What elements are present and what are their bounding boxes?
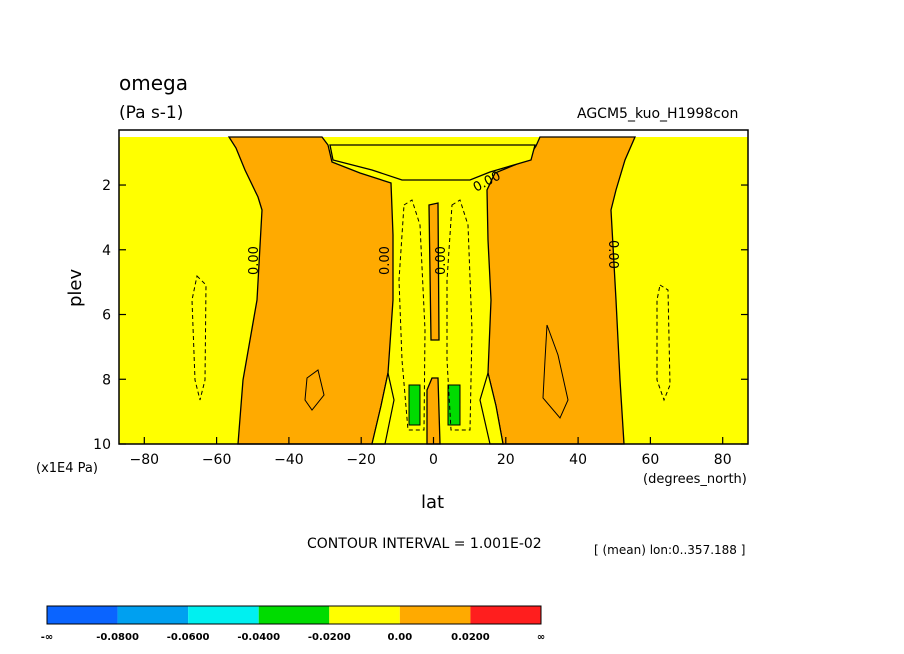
x-tick-label: −80 xyxy=(130,452,160,468)
dashed-contours xyxy=(191,199,671,431)
contour-label-1: 0.00 xyxy=(247,246,262,275)
x-axis: −80 −60 −40 −20 0 20 40 60 80 xyxy=(130,437,732,468)
region-orange-center-lower xyxy=(426,377,441,445)
y-tick-label: 8 xyxy=(102,372,111,388)
y-tick-label: 6 xyxy=(102,308,111,324)
colorbar-label: -0.0200 xyxy=(308,632,351,643)
colorbar-label: 0.0200 xyxy=(451,632,490,643)
dashed-contour-right-wing xyxy=(656,284,671,402)
chart-units: (Pa s-1) xyxy=(119,103,183,123)
colorbar-label: -0.0600 xyxy=(167,632,210,643)
x-tick-label: 20 xyxy=(497,452,515,468)
contour-label-2: 0.00 xyxy=(378,246,393,275)
x-tick-label: 40 xyxy=(569,452,587,468)
y-units-label: (x1E4 Pa) xyxy=(36,461,98,476)
y-tick-label: 10 xyxy=(93,437,111,453)
colorbar-swatch xyxy=(258,606,330,624)
plot-area: 0.00 0.00 0.00 0.00 0.00 xyxy=(118,129,749,445)
x-tick-label: −60 xyxy=(202,452,232,468)
chart-title: omega xyxy=(119,71,188,95)
region-orange-blob-left xyxy=(304,369,325,411)
dashed-contour-left-wing xyxy=(191,274,207,401)
y-axis: 2 4 6 8 10 xyxy=(93,178,748,453)
x-tick-label: 60 xyxy=(641,452,659,468)
mean-note: [ (mean) lon:0..357.188 ] xyxy=(594,543,745,557)
colorbar-label: 0.00 xyxy=(388,632,413,643)
dashed-contour-center-right xyxy=(446,199,473,431)
y-axis-label: plev xyxy=(65,268,86,307)
x-tick-label: 0 xyxy=(429,452,438,468)
colorbar-swatch xyxy=(399,606,471,624)
colorbar-swatch xyxy=(329,606,400,624)
x-tick-label: −20 xyxy=(346,452,376,468)
colorbar-swatch xyxy=(47,606,118,624)
region-green-right xyxy=(447,384,461,426)
x-axis-label: lat xyxy=(421,492,444,513)
x-tick-label: 80 xyxy=(714,452,732,468)
colorbar-swatch xyxy=(188,606,259,624)
y-tick-label: 4 xyxy=(102,243,111,259)
colorbar-frame xyxy=(46,605,542,625)
dataset-label: AGCM5_kuo_H1998con xyxy=(577,106,738,122)
colorbar-label: -0.0800 xyxy=(96,632,139,643)
colorbar-label: ∞ xyxy=(537,632,545,643)
colorbar-swatch xyxy=(470,606,541,624)
y-tick-label: 2 xyxy=(102,178,111,194)
dashed-contour-center-left xyxy=(398,199,426,431)
contour-interval: CONTOUR INTERVAL = 1.001E-02 xyxy=(307,536,542,552)
colorbar-swatch xyxy=(117,606,189,624)
contour-label-3: 0.00 xyxy=(434,246,449,275)
colorbar-label: -∞ xyxy=(41,632,53,643)
colorbar-label: -0.0400 xyxy=(237,632,280,643)
region-orange-center xyxy=(428,202,440,341)
colorbar: -∞ -0.0800 -0.0600 -0.0400 -0.0200 0.00 0.0200… xyxy=(41,605,545,643)
x-units-label: (degrees_north) xyxy=(643,472,747,487)
region-orange-blob-right xyxy=(542,324,569,419)
contour-label-5: 0.00 xyxy=(605,240,620,269)
region-yellow-cap xyxy=(329,144,536,181)
x-tick-label: −40 xyxy=(274,452,304,468)
region-green-left xyxy=(408,384,421,426)
